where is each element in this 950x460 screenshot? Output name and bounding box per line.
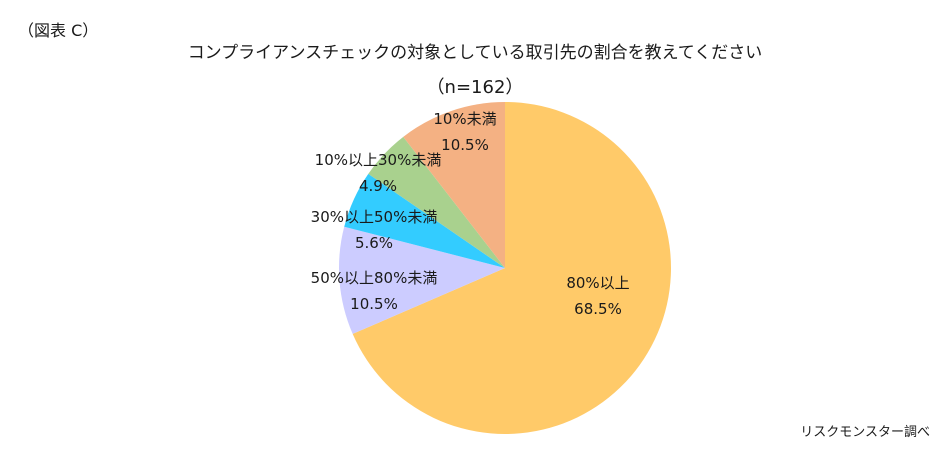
- pie-slices: [339, 102, 671, 434]
- slice-value-label: 4.9%: [359, 177, 397, 195]
- slice-category-label: 10%未満: [433, 110, 496, 128]
- slice-category-label: 50%以上80%未満: [311, 269, 438, 287]
- figure-label: （図表 C）: [18, 21, 98, 40]
- slice-value-label: 68.5%: [574, 300, 622, 318]
- pie-slice: [368, 136, 505, 268]
- slice-category-label: 10%以上30%未満: [315, 151, 442, 169]
- slice-category-label: 80%以上: [566, 274, 629, 292]
- pie-slice: [344, 173, 505, 268]
- chart-subtitle: （n=162）: [427, 77, 524, 98]
- pie-slice: [352, 102, 671, 434]
- source-note: リスクモンスター調べ: [800, 425, 930, 440]
- slice-value-label: 10.5%: [441, 136, 489, 154]
- pie-labels: 80%以上 68.5% 50%以上80%未満 10.5% 30%以上50%未満 5.6% 1…: [311, 110, 630, 318]
- slice-category-label: 30%以上50%未満: [311, 208, 438, 226]
- slice-value-label: 10.5%: [350, 295, 398, 313]
- pie-slice: [403, 102, 505, 268]
- slice-value-label: 5.6%: [355, 234, 393, 252]
- pie-slice: [339, 226, 505, 334]
- chart-title: コンプライアンスチェックの対象としている取引先の割合を教えてください: [188, 43, 763, 63]
